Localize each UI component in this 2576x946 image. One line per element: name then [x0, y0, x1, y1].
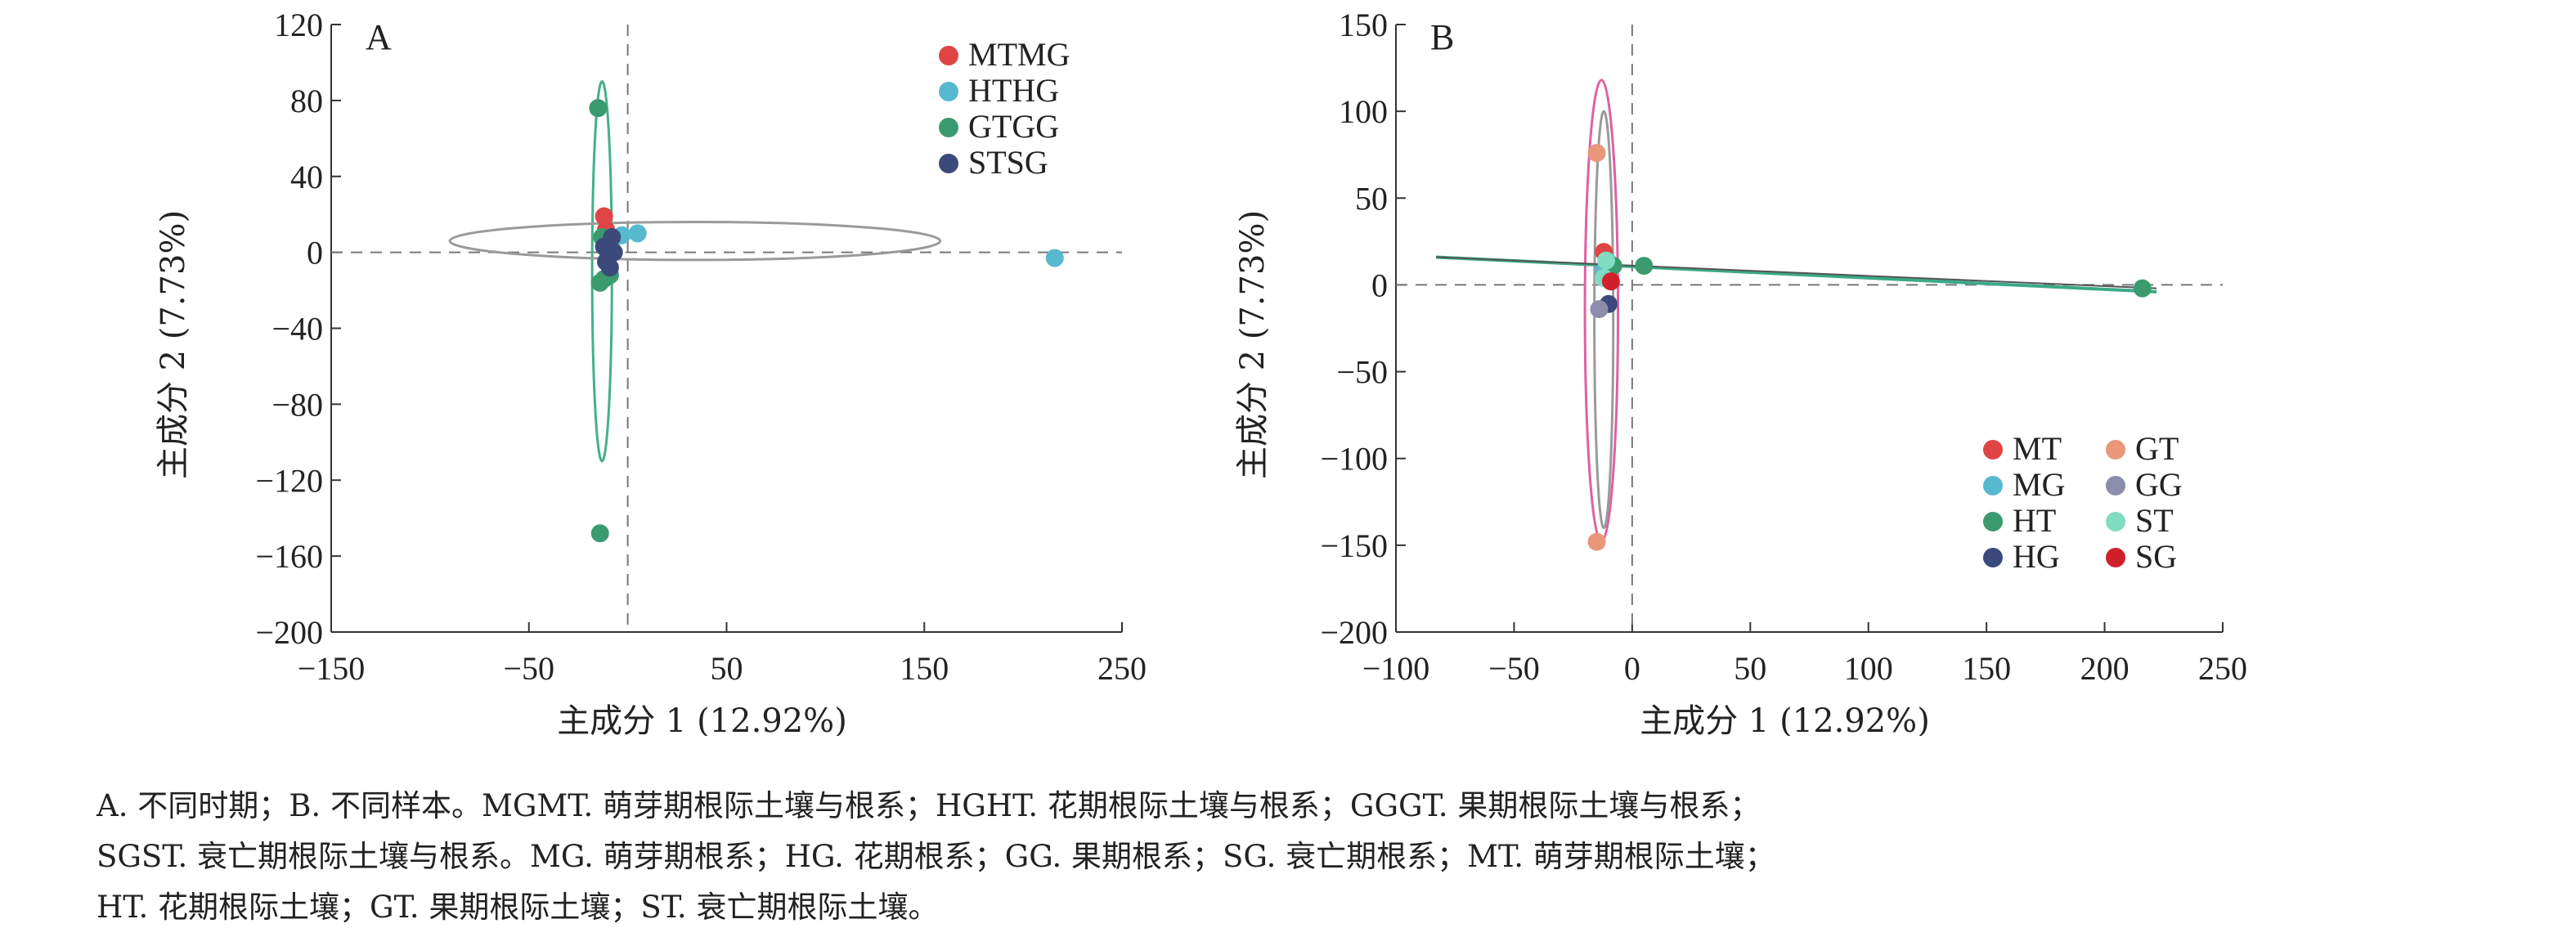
- x-tick-label: 250: [2198, 650, 2247, 687]
- legend-marker-mg: [1983, 476, 2003, 495]
- data-point-sg: [1601, 272, 1620, 291]
- legend-marker-mt: [1983, 440, 2003, 460]
- legend-label-gtgg: GTGG: [968, 108, 1059, 145]
- caption-line-2: SGST. 衰亡期根际土壤与根系。MG. 萌芽期根系；HG. 花期根系；GG. …: [96, 839, 1775, 874]
- legend-marker-ht: [1983, 512, 2003, 531]
- data-point-gtgg: [589, 99, 608, 118]
- legend-marker-sg: [2106, 548, 2125, 567]
- x-tick-label: 150: [900, 650, 949, 687]
- legend-marker-mtmg: [939, 46, 958, 65]
- caption-line-1: A. 不同时期；B. 不同样本。MGMT. 萌芽期根际土壤与根系；HGHT. 花…: [96, 788, 1761, 823]
- data-point-gtgg: [590, 524, 609, 543]
- data-point-stsg: [599, 249, 617, 267]
- data-point-hthg: [628, 224, 647, 243]
- y-tick-label: 40: [290, 159, 323, 195]
- x-tick-label: 250: [1097, 650, 1147, 687]
- y-tick-label: 50: [1355, 180, 1388, 217]
- legend-marker-gtgg: [939, 118, 958, 137]
- y-tick-label: 120: [274, 7, 323, 43]
- data-point-ht: [1635, 257, 1654, 276]
- data-point-st: [1597, 251, 1616, 270]
- legend-marker-gt: [2106, 440, 2125, 460]
- x-tick-label: 150: [1962, 650, 2011, 687]
- data-point-gg: [1590, 300, 1609, 319]
- x-tick-label: 100: [1844, 650, 1893, 687]
- panel-b-pca-plot: −200 −150 −100 −50 0 50 100 150 −100 −50 0 50 100 150…: [1234, 7, 2247, 736]
- x-tick-label: 50: [1734, 650, 1766, 687]
- x-tick-label: −100: [1362, 650, 1430, 687]
- y-axis-title: 主成分 2 (7.73%): [155, 210, 192, 479]
- x-tick-label: 0: [1624, 650, 1640, 687]
- legend-label-gg: GG: [2135, 466, 2183, 503]
- caption-line-3: HT. 花期根际土壤；GT. 果期根际土壤；ST. 衰亡期根际土壤。: [96, 890, 939, 925]
- legend-label-gt: GT: [2135, 430, 2179, 467]
- data-point-hthg: [1045, 249, 1064, 267]
- x-tick-label: 50: [711, 650, 743, 687]
- data-point-ht: [2133, 279, 2152, 298]
- y-tick-label: −200: [1320, 614, 1388, 651]
- x-axis-title: 主成分 1 (12.92%): [557, 702, 847, 736]
- legend-marker-hthg: [939, 82, 958, 101]
- y-tick-label: −50: [1336, 354, 1388, 391]
- legend-label-hg: HG: [2013, 538, 2060, 575]
- data-point-mtmg: [595, 207, 613, 226]
- x-tick-label: −150: [298, 650, 366, 687]
- confidence-ellipse-gg: [1593, 110, 1615, 530]
- y-axis-title: 主成分 2 (7.73%): [1234, 210, 1272, 479]
- y-tick-label: 100: [1339, 93, 1388, 130]
- y-tick-label: −120: [255, 462, 323, 499]
- legend-marker-st: [2106, 512, 2125, 531]
- legend-marker-gg: [2106, 476, 2125, 495]
- data-point-gt: [1587, 144, 1606, 163]
- panel-letter: A: [366, 17, 392, 57]
- legend-label-mt: MT: [2013, 430, 2062, 467]
- y-tick-label: −40: [272, 311, 323, 347]
- y-tick-label: −80: [272, 386, 323, 423]
- y-tick-label: 0: [1371, 267, 1388, 303]
- legend-label-mg: MG: [2013, 466, 2065, 503]
- y-tick-label: −200: [255, 614, 323, 651]
- y-tick-label: −160: [255, 538, 323, 575]
- y-tick-label: 0: [307, 235, 323, 271]
- legend-marker-hg: [1983, 548, 2003, 567]
- legend-label-ht: HT: [2013, 502, 2056, 539]
- y-tick-label: 80: [290, 83, 323, 119]
- fit-line-ht-2: [1436, 256, 2157, 289]
- figure-caption: A. 不同时期；B. 不同样本。MGMT. 萌芽期根际土壤与根系；HGHT. 花…: [96, 781, 2533, 933]
- x-tick-label: 200: [2080, 650, 2129, 687]
- legend-label-hthg: HTHG: [968, 72, 1059, 109]
- y-tick-label: −100: [1320, 441, 1388, 477]
- y-tick-label: −150: [1320, 527, 1388, 564]
- y-tick-label: 150: [1339, 7, 1388, 43]
- x-tick-label: −50: [503, 650, 554, 687]
- data-point-gt: [1587, 532, 1606, 551]
- legend-label-sg: SG: [2135, 538, 2177, 575]
- panel-a-pca-plot: −200 −160 −120 −80 −40 0 40 80 120 −150 −50 50 150 25…: [155, 7, 1147, 736]
- panel-letter: B: [1430, 17, 1454, 57]
- x-axis-title: 主成分 1 (12.92%): [1640, 702, 1930, 736]
- legend-marker-stsg: [939, 154, 958, 173]
- legend-label-stsg: STSG: [968, 144, 1048, 181]
- legend-label-st: ST: [2135, 502, 2174, 539]
- legend-label-mtmg: MTMG: [968, 36, 1070, 73]
- confidence-ellipse-hthg: [448, 220, 942, 262]
- x-tick-label: −50: [1488, 650, 1540, 687]
- pca-figure: −200 −160 −120 −80 −40 0 40 80 120 −150 −50 50 150 25…: [155, 7, 2247, 736]
